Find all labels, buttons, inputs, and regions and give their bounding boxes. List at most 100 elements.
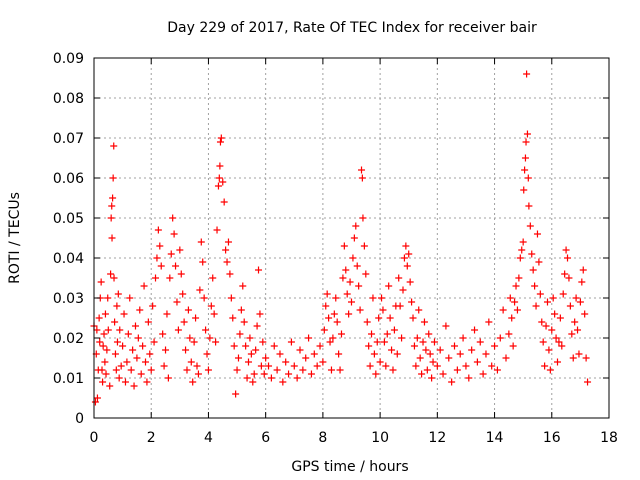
data-point <box>279 378 287 386</box>
y-tick-label: 0.02 <box>53 331 84 347</box>
x-tick-label: 4 <box>204 430 213 446</box>
data-point <box>340 242 348 250</box>
data-point <box>561 270 569 278</box>
data-point <box>166 274 174 282</box>
data-point <box>219 178 227 186</box>
data-point <box>365 342 373 350</box>
data-point <box>234 354 242 362</box>
data-point <box>126 294 134 302</box>
data-point <box>568 330 576 338</box>
data-point <box>98 366 106 374</box>
data-point <box>543 298 551 306</box>
data-point <box>574 326 582 334</box>
data-point <box>462 362 470 370</box>
data-point <box>393 350 401 358</box>
data-point <box>227 294 235 302</box>
data-point <box>529 266 537 274</box>
data-point <box>412 362 420 370</box>
data-point <box>348 298 355 306</box>
data-point <box>519 238 527 246</box>
data-point <box>243 374 251 382</box>
data-point <box>310 350 318 358</box>
data-point <box>162 346 170 354</box>
data-point <box>333 318 341 326</box>
data-point <box>385 282 393 290</box>
data-point <box>107 270 115 278</box>
data-point <box>366 362 374 370</box>
data-point <box>538 318 546 326</box>
data-point <box>157 262 165 270</box>
data-point <box>220 198 228 206</box>
data-point <box>176 246 184 254</box>
data-point <box>383 330 391 338</box>
data-point <box>100 330 108 338</box>
chart-title: Day 229 of 2017, Rate Of TEC Index for r… <box>167 20 537 36</box>
data-point <box>216 162 224 170</box>
data-point <box>363 318 371 326</box>
data-point <box>402 242 410 250</box>
data-point <box>103 346 111 354</box>
x-tick-label: 0 <box>90 430 99 446</box>
data-point <box>296 346 304 354</box>
data-point <box>184 306 192 314</box>
y-tick-label: 0.04 <box>53 251 84 267</box>
data-point <box>183 366 191 374</box>
x-axis: 0 2 4 6 8 10 12 14 16 18 <box>90 58 618 446</box>
data-point <box>445 354 453 362</box>
data-point <box>413 334 421 342</box>
data-point <box>262 354 270 362</box>
data-point <box>322 302 330 310</box>
data-point <box>433 362 441 370</box>
data-point <box>93 326 101 334</box>
data-point <box>237 306 245 314</box>
data-point <box>229 314 237 322</box>
data-point <box>368 330 376 338</box>
data-point <box>459 334 467 342</box>
data-point <box>406 278 414 286</box>
data-point <box>246 334 254 342</box>
data-point <box>546 366 554 374</box>
data-point <box>329 334 337 342</box>
data-point <box>93 394 101 402</box>
data-point <box>346 278 354 286</box>
x-tick-label: 16 <box>543 430 561 446</box>
data-point <box>456 350 464 358</box>
data-point <box>395 274 403 282</box>
data-point <box>113 302 121 310</box>
data-point <box>509 342 517 350</box>
data-point <box>99 378 107 386</box>
data-point <box>578 278 586 286</box>
data-point <box>389 366 397 374</box>
data-point <box>189 378 197 386</box>
data-point <box>499 306 507 314</box>
data-point <box>192 314 200 322</box>
data-point <box>242 342 250 350</box>
data-point <box>380 338 388 346</box>
data-point <box>515 274 523 282</box>
data-point <box>152 274 160 282</box>
data-point <box>147 366 155 374</box>
data-point <box>508 314 516 322</box>
data-point <box>336 366 344 374</box>
x-tick-label: 18 <box>600 430 618 446</box>
y-tick-label: 0.03 <box>53 291 84 307</box>
data-point <box>316 342 324 350</box>
data-point <box>571 318 579 326</box>
data-point <box>104 326 112 334</box>
data-point <box>523 130 531 138</box>
data-point <box>541 362 549 370</box>
data-point <box>97 278 105 286</box>
data-point <box>252 346 260 354</box>
data-point <box>109 174 117 182</box>
data-point <box>150 338 158 346</box>
data-point <box>153 254 161 262</box>
data-point <box>207 302 215 310</box>
data-point <box>502 354 510 362</box>
data-point <box>539 338 547 346</box>
data-point <box>521 166 529 174</box>
data-point <box>330 310 338 318</box>
data-point <box>154 226 162 234</box>
x-tick-label: 8 <box>318 430 327 446</box>
data-point <box>267 374 275 382</box>
data-point <box>101 358 109 366</box>
